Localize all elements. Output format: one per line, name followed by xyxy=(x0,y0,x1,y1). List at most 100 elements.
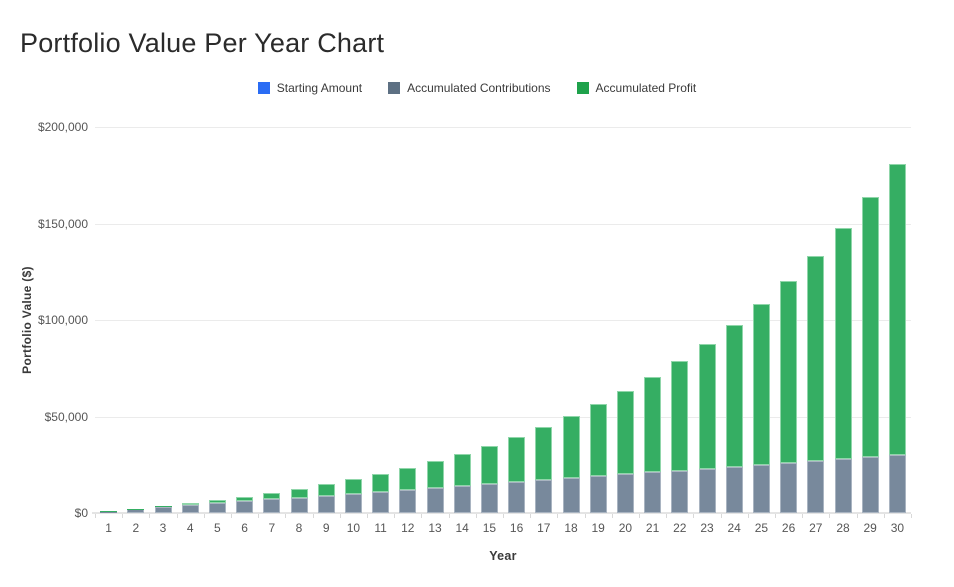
x-tick-label: 26 xyxy=(781,521,796,535)
x-tick-label: 14 xyxy=(455,521,469,535)
bar-segment-accumulated-contributions[interactable] xyxy=(780,462,798,513)
legend-item-label: Accumulated Profit xyxy=(595,81,697,95)
bar-segment-accumulated-profit[interactable] xyxy=(698,344,716,469)
x-tick-label: 3 xyxy=(159,521,167,535)
bar-segment-accumulated-profit[interactable] xyxy=(807,255,825,461)
bar-segment-accumulated-profit[interactable] xyxy=(888,163,906,456)
x-tick-label: 12 xyxy=(401,521,415,535)
bar-segment-accumulated-contributions[interactable] xyxy=(181,505,199,513)
legend-item-label: Starting Amount xyxy=(276,81,363,95)
bar-segment-accumulated-profit[interactable] xyxy=(834,228,852,459)
bar-segment-accumulated-contributions[interactable] xyxy=(725,466,743,513)
bar-segment-accumulated-contributions[interactable] xyxy=(861,457,879,513)
bar-segment-accumulated-contributions[interactable] xyxy=(372,491,390,513)
bar-segment-accumulated-contributions[interactable] xyxy=(807,460,825,513)
bar-segment-accumulated-profit[interactable] xyxy=(372,473,390,492)
bar-segment-accumulated-profit[interactable] xyxy=(100,510,118,512)
bar-segment-accumulated-profit[interactable] xyxy=(317,484,335,496)
bar-segment-accumulated-contributions[interactable] xyxy=(317,495,335,513)
bar-segment-accumulated-contributions[interactable] xyxy=(698,468,716,513)
chart-plot-area xyxy=(92,127,911,514)
bar-segment-accumulated-profit[interactable] xyxy=(426,460,444,488)
bar-segment-accumulated-profit[interactable] xyxy=(562,416,580,479)
bar-segment-accumulated-contributions[interactable] xyxy=(671,470,689,513)
bar-segment-accumulated-contributions[interactable] xyxy=(834,458,852,513)
gridline xyxy=(95,223,911,225)
bar-segment-accumulated-contributions[interactable] xyxy=(399,489,417,513)
x-tick-label: 22 xyxy=(673,521,687,535)
bar-segment-accumulated-profit[interactable] xyxy=(752,304,770,465)
bar-segment-accumulated-contributions[interactable] xyxy=(752,464,770,513)
legend-item-accumulated-contributions[interactable]: Accumulated Contributions xyxy=(388,81,551,95)
x-tick-mark xyxy=(802,514,804,518)
legend-swatch-icon xyxy=(257,82,270,94)
bar-segment-accumulated-contributions[interactable] xyxy=(426,487,444,513)
x-tick-label: 29 xyxy=(863,521,877,535)
bar-segment-accumulated-profit[interactable] xyxy=(644,377,662,473)
x-tick-label: 21 xyxy=(645,521,660,535)
bar-segment-accumulated-contributions[interactable] xyxy=(127,509,145,513)
bar-segment-accumulated-profit[interactable] xyxy=(535,426,553,481)
bar-segment-accumulated-contributions[interactable] xyxy=(208,503,226,513)
x-tick-mark xyxy=(285,514,287,518)
x-tick-label: 4 xyxy=(186,521,194,535)
bar-segment-accumulated-profit[interactable] xyxy=(780,281,798,463)
bar-segment-accumulated-contributions[interactable] xyxy=(453,485,471,513)
x-tick-label: 18 xyxy=(564,521,578,535)
bar-segment-accumulated-contributions[interactable] xyxy=(562,478,580,513)
bar-segment-accumulated-contributions[interactable] xyxy=(100,511,118,513)
bar-segment-accumulated-contributions[interactable] xyxy=(344,493,362,513)
x-tick-label: 10 xyxy=(346,521,361,535)
bar-segment-accumulated-contributions[interactable] xyxy=(508,482,526,513)
bar-segment-accumulated-profit[interactable] xyxy=(453,453,471,486)
x-tick-label: 25 xyxy=(754,521,769,535)
gridline xyxy=(95,127,911,128)
bar-segment-accumulated-profit[interactable] xyxy=(181,503,199,506)
bar-segment-accumulated-profit[interactable] xyxy=(236,496,254,502)
x-axis-title: Year xyxy=(489,549,517,563)
legend-item-accumulated-profit[interactable]: Accumulated Profit xyxy=(576,81,697,95)
x-tick-mark xyxy=(339,514,341,518)
x-tick-mark xyxy=(856,514,858,518)
bar-segment-accumulated-profit[interactable] xyxy=(861,197,879,458)
x-tick-mark xyxy=(720,514,722,518)
bar-segment-accumulated-profit[interactable] xyxy=(589,404,607,477)
bar-segment-accumulated-profit[interactable] xyxy=(208,500,226,504)
legend-swatch-icon xyxy=(576,82,589,94)
x-tick-mark xyxy=(829,514,831,518)
x-tick-mark xyxy=(611,514,613,518)
x-tick-mark xyxy=(693,514,695,518)
x-tick-mark xyxy=(584,514,586,518)
x-tick-label: 24 xyxy=(727,521,741,535)
bar-segment-accumulated-profit[interactable] xyxy=(671,361,689,471)
bar-segment-accumulated-contributions[interactable] xyxy=(589,476,607,513)
bar-segment-accumulated-profit[interactable] xyxy=(480,445,498,485)
bar-segment-accumulated-profit[interactable] xyxy=(290,488,308,498)
y-tick-label: $100,000 xyxy=(37,313,88,327)
legend-item-starting-amount[interactable]: Starting Amount xyxy=(257,81,363,95)
bar-segment-accumulated-profit[interactable] xyxy=(508,436,526,483)
bar-segment-accumulated-profit[interactable] xyxy=(127,508,145,510)
bar-segment-accumulated-profit[interactable] xyxy=(616,391,634,475)
bar-segment-accumulated-contributions[interactable] xyxy=(644,472,662,513)
bar-segment-accumulated-contributions[interactable] xyxy=(236,501,254,513)
bar-segment-accumulated-contributions[interactable] xyxy=(535,480,553,513)
bar-segment-accumulated-profit[interactable] xyxy=(344,479,362,494)
y-tick-label: $200,000 xyxy=(37,120,88,134)
bar-segment-accumulated-contributions[interactable] xyxy=(263,499,281,513)
y-axis-title: Portfolio Value ($) xyxy=(20,266,34,374)
bar-segment-accumulated-contributions[interactable] xyxy=(480,484,498,513)
y-tick-label: $150,000 xyxy=(37,216,88,231)
x-tick-label: 2 xyxy=(132,521,140,535)
x-tick-label: 5 xyxy=(214,521,221,535)
bar-segment-accumulated-profit[interactable] xyxy=(399,467,417,490)
x-tick-mark xyxy=(503,514,504,518)
bar-segment-accumulated-contributions[interactable] xyxy=(888,455,906,513)
bar-segment-accumulated-profit[interactable] xyxy=(725,325,743,467)
bar-segment-accumulated-contributions[interactable] xyxy=(290,497,308,513)
bar-segment-accumulated-profit[interactable] xyxy=(154,505,172,508)
bar-segment-accumulated-contributions[interactable] xyxy=(154,507,172,513)
bar-segment-accumulated-profit[interactable] xyxy=(263,492,281,500)
bar-segment-accumulated-contributions[interactable] xyxy=(616,474,634,513)
